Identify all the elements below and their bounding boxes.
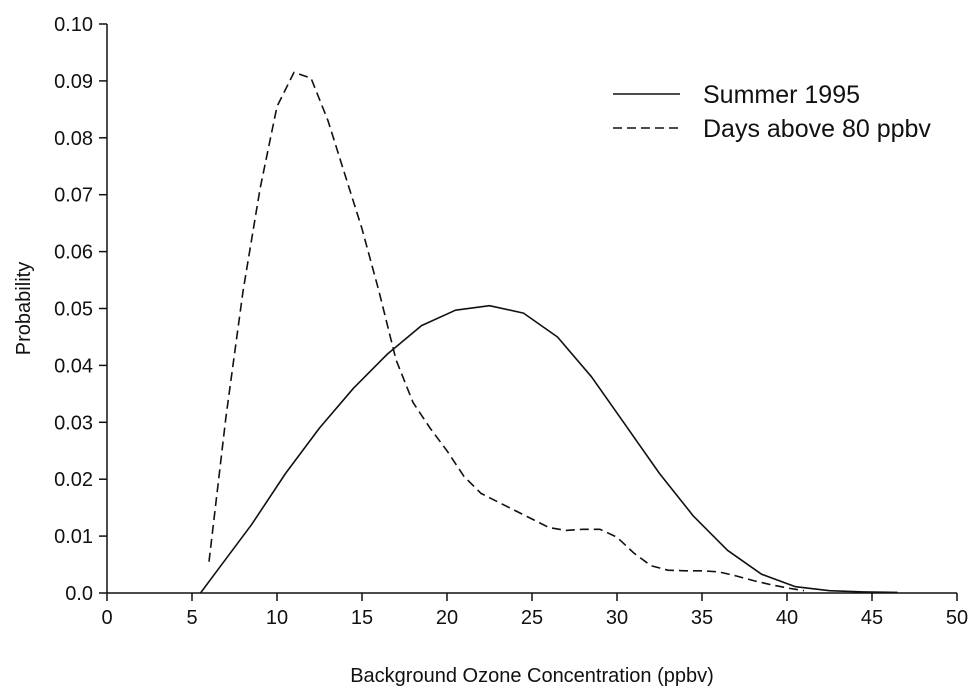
y-tick-label: 0.07 — [54, 185, 93, 207]
x-tick-label: 0 — [101, 607, 112, 629]
series-lines — [199, 71, 898, 594]
x-axis-title: Background Ozone Concentration (ppbv) — [350, 665, 714, 687]
x-tick-label: 10 — [266, 607, 288, 629]
series-line-1 — [199, 304, 898, 594]
x-tick-label: 25 — [521, 607, 543, 629]
x-tick-label: 15 — [351, 607, 373, 629]
y-axis-title: Probability — [13, 262, 35, 355]
series-line-2 — [208, 71, 805, 592]
legend-label-2: Days above 80 ppbv — [703, 115, 931, 143]
y-ticks: 0.0 0.01 0.02 0.03 0.04 0.05 0.06 0.07 0.08 0.09 0… — [54, 14, 107, 605]
y-tick-label: 0.04 — [54, 355, 93, 377]
y-tick-label: 0.05 — [54, 299, 93, 321]
x-tick-label: 35 — [691, 607, 713, 629]
legend: Summer 1995 Days above 80 ppbv — [613, 81, 931, 143]
x-tick-label: 5 — [186, 607, 197, 629]
y-tick-label: 0.0 — [65, 583, 93, 605]
y-tick-label: 0.02 — [54, 469, 93, 491]
legend-label-1: Summer 1995 — [703, 81, 860, 109]
y-tick-label: 0.03 — [54, 412, 93, 434]
x-ticks: 0 5 10 15 20 25 30 35 40 45 50 — [101, 593, 968, 629]
x-tick-label: 50 — [946, 607, 968, 629]
y-tick-label: 0.08 — [54, 128, 93, 150]
y-tick-label: 0.09 — [54, 71, 93, 93]
x-tick-label: 40 — [776, 607, 798, 629]
y-tick-label: 0.01 — [54, 526, 93, 548]
x-tick-label: 45 — [861, 607, 883, 629]
plot-area: 0 5 10 15 20 25 30 35 40 45 50 0.0 0.01 0.02 0.03 0.04… — [54, 14, 968, 629]
x-tick-label: 30 — [606, 607, 628, 629]
y-tick-label: 0.06 — [54, 242, 93, 264]
y-tick-label: 0.10 — [54, 14, 93, 36]
x-tick-label: 20 — [436, 607, 458, 629]
